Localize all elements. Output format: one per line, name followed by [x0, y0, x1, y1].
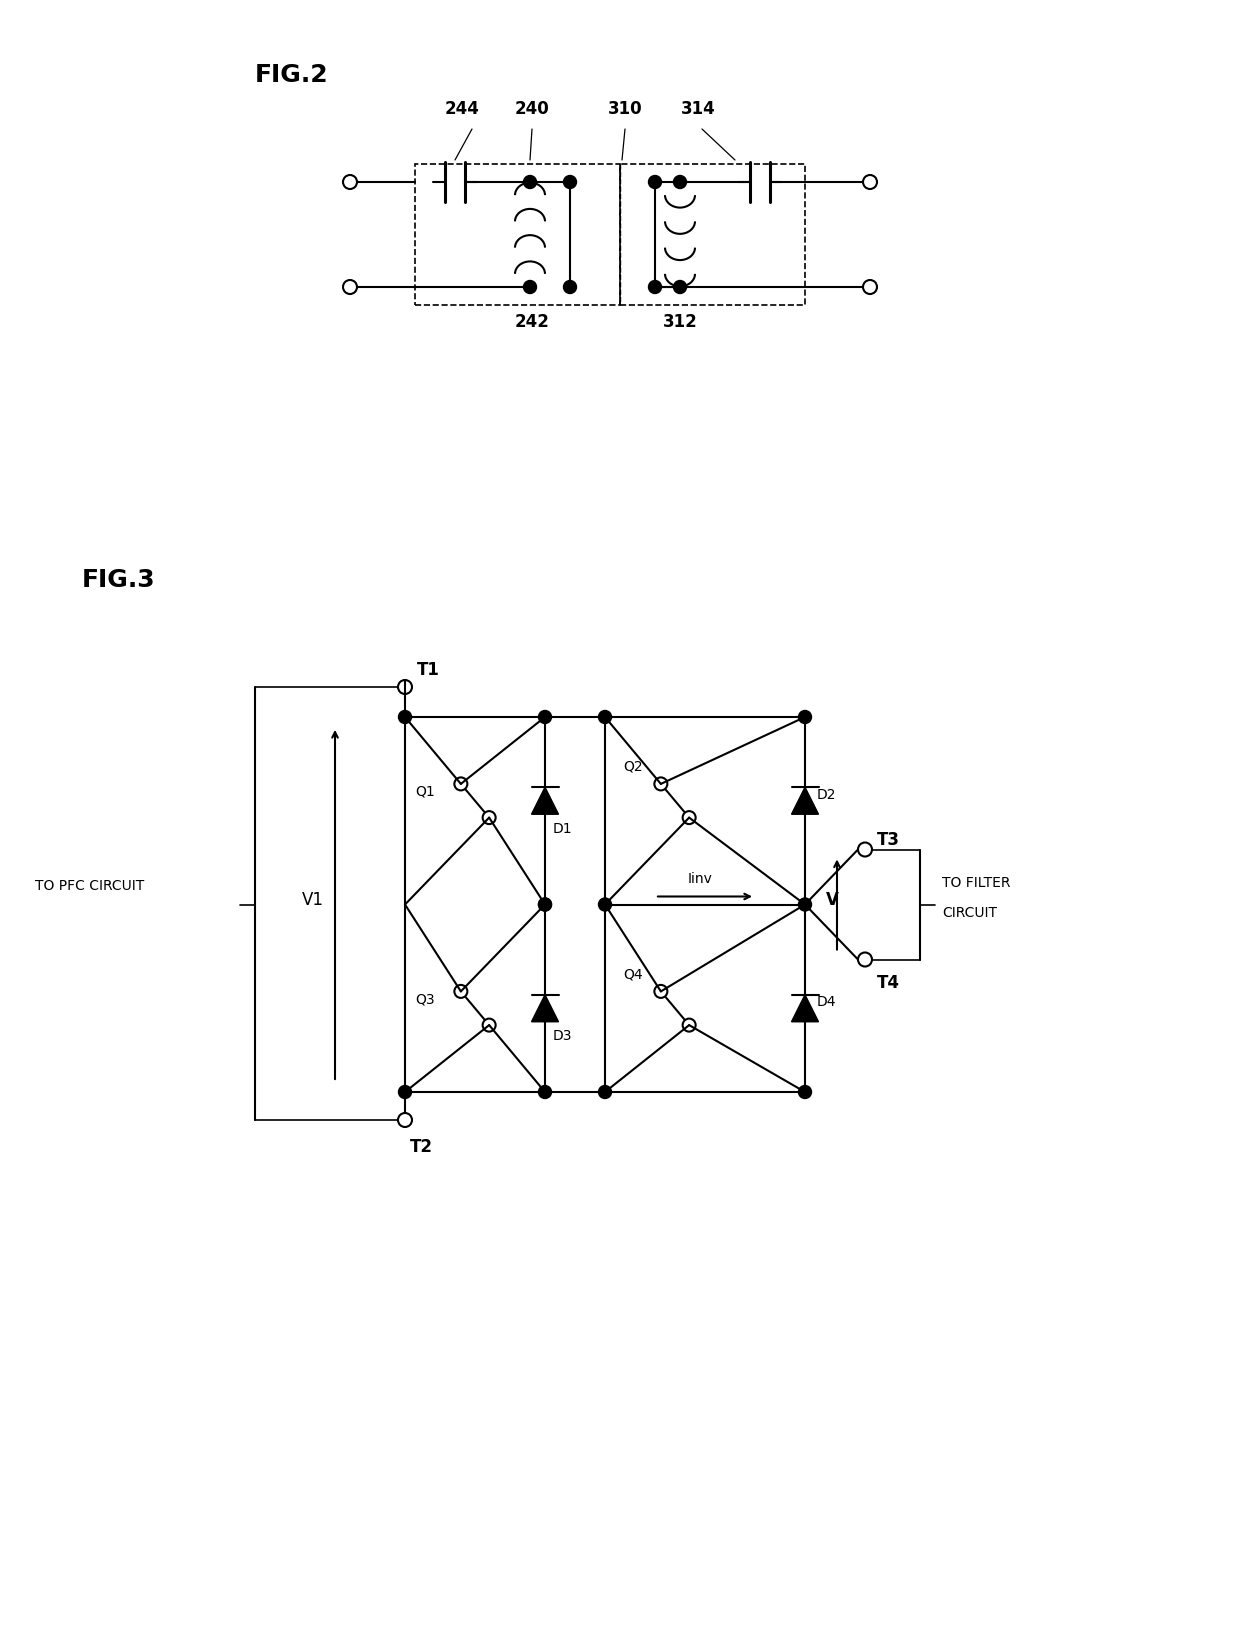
Circle shape	[538, 1085, 552, 1098]
Text: Q1: Q1	[415, 785, 435, 798]
Text: TO FILTER: TO FILTER	[942, 875, 1011, 890]
Circle shape	[799, 711, 811, 724]
Circle shape	[563, 281, 577, 294]
Circle shape	[599, 1085, 611, 1098]
Bar	[415, 164, 620, 305]
Circle shape	[799, 1085, 811, 1098]
Text: T4: T4	[877, 974, 900, 992]
Polygon shape	[791, 787, 818, 814]
Circle shape	[398, 711, 412, 724]
Text: 314: 314	[681, 100, 715, 118]
Text: 310: 310	[608, 100, 642, 118]
Text: 242: 242	[515, 314, 549, 332]
Polygon shape	[532, 995, 558, 1021]
Text: FIG.2: FIG.2	[255, 62, 329, 87]
Circle shape	[563, 176, 577, 189]
Text: 240: 240	[515, 100, 549, 118]
Text: V1: V1	[303, 890, 324, 908]
Circle shape	[673, 176, 687, 189]
Polygon shape	[532, 787, 558, 814]
Circle shape	[673, 281, 687, 294]
Circle shape	[649, 281, 661, 294]
Text: TO PFC CIRCUIT: TO PFC CIRCUIT	[35, 878, 144, 893]
Text: D1: D1	[553, 821, 573, 836]
Text: V: V	[826, 890, 838, 908]
Circle shape	[523, 281, 537, 294]
Circle shape	[538, 898, 552, 911]
Polygon shape	[791, 995, 818, 1021]
Text: FIG.3: FIG.3	[82, 568, 156, 593]
Circle shape	[538, 711, 552, 724]
Circle shape	[799, 898, 811, 911]
Text: Iinv: Iinv	[687, 872, 713, 885]
Text: D3: D3	[553, 1030, 573, 1043]
Bar	[620, 164, 805, 305]
Circle shape	[599, 711, 611, 724]
Text: T3: T3	[877, 831, 900, 849]
Circle shape	[649, 176, 661, 189]
Text: 244: 244	[445, 100, 480, 118]
Text: D4: D4	[817, 995, 837, 1010]
Text: T1: T1	[417, 662, 440, 680]
Circle shape	[538, 898, 552, 911]
Circle shape	[523, 176, 537, 189]
Text: Q2: Q2	[622, 760, 642, 773]
Text: 312: 312	[662, 314, 697, 332]
Circle shape	[398, 1085, 412, 1098]
Text: T2: T2	[410, 1138, 433, 1156]
Text: Q4: Q4	[622, 967, 642, 982]
Circle shape	[599, 898, 611, 911]
Text: Q3: Q3	[415, 992, 435, 1007]
Text: D2: D2	[817, 788, 837, 801]
Text: CIRCUIT: CIRCUIT	[942, 905, 997, 920]
